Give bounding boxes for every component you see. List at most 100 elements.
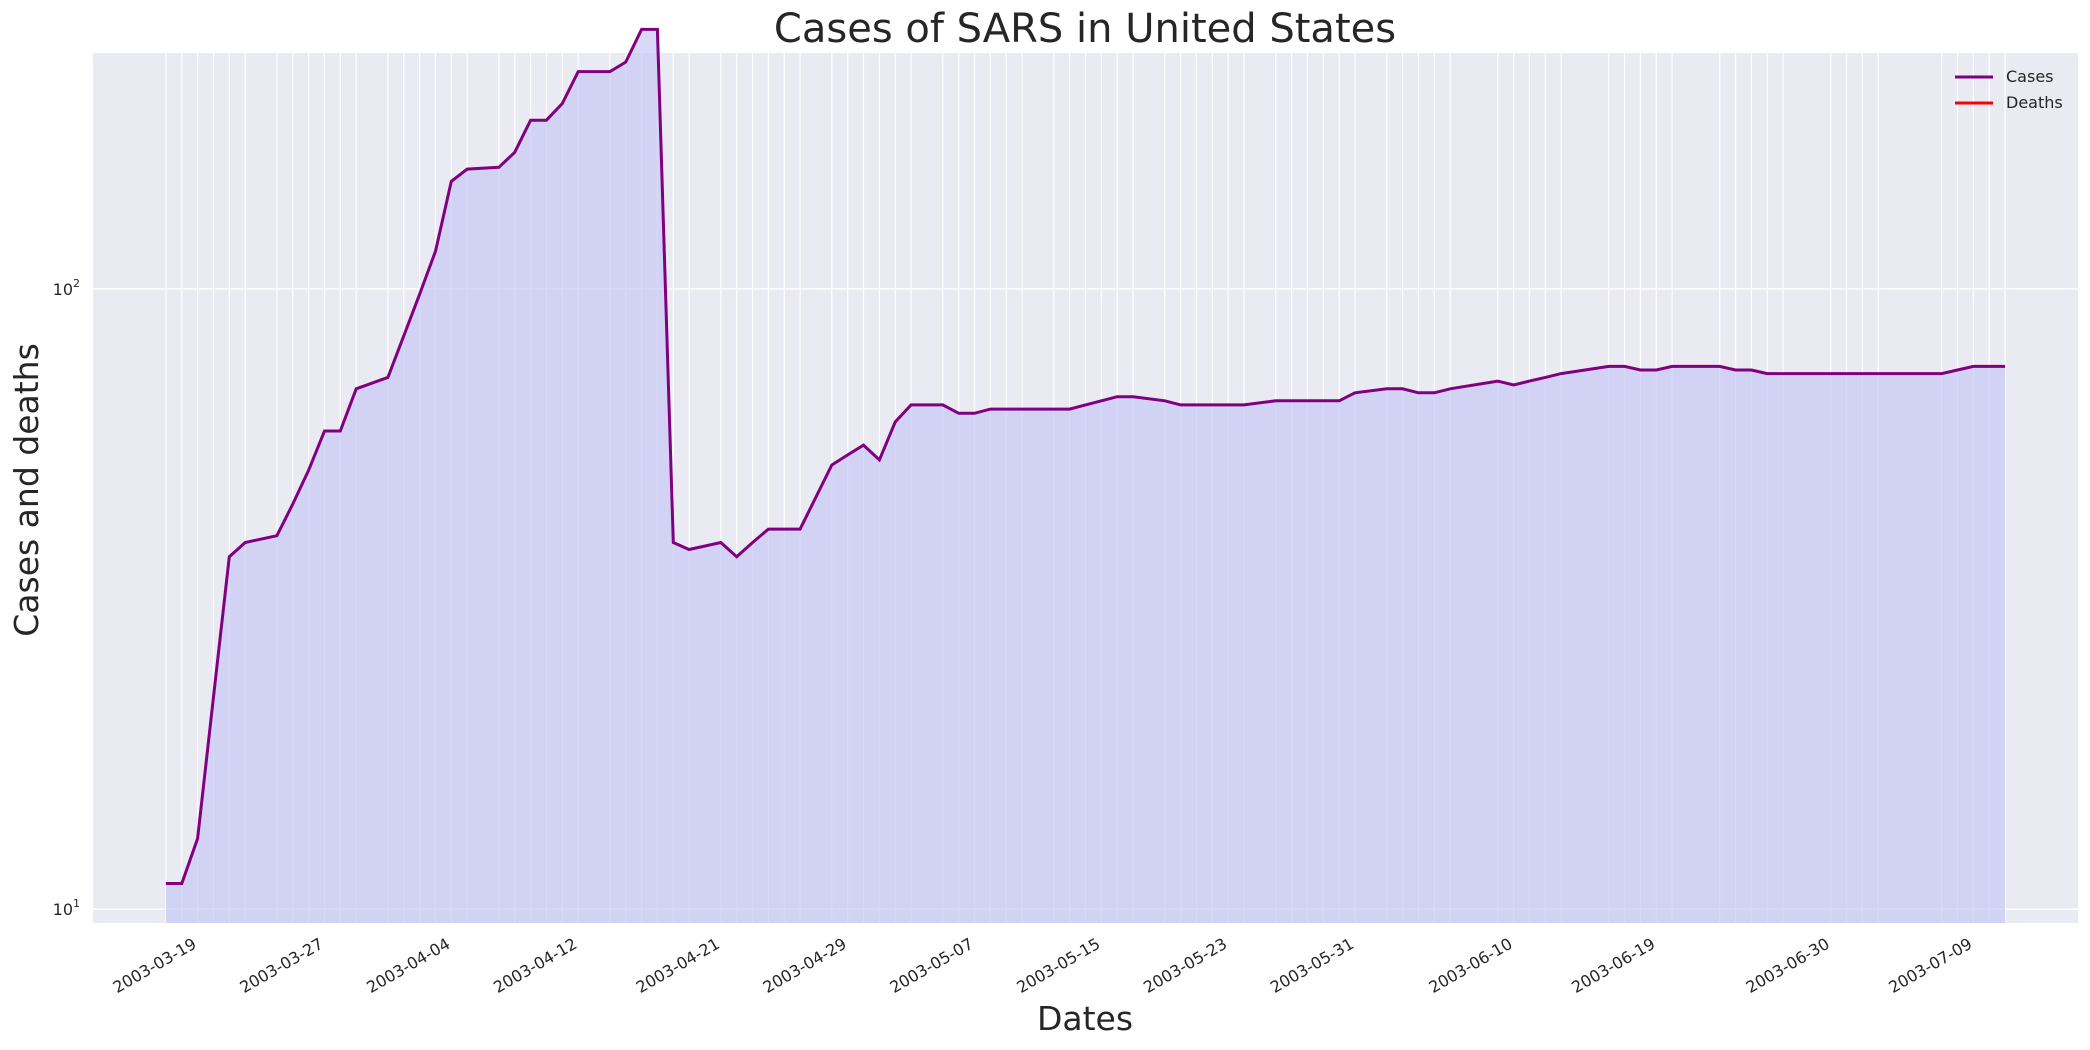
cases-point [180,882,183,885]
cases-point [164,882,167,885]
x-tick-label: 2003-04-29 [760,934,850,997]
x-tick-label: 2003-05-15 [1013,934,1103,997]
cases-point [1734,369,1737,372]
cases-point [1354,391,1357,394]
cases-point [688,548,691,551]
cases-point [1052,408,1055,411]
cases-point [1845,372,1848,375]
x-tick-label: 2003-04-21 [633,934,723,997]
cases-point [1877,372,1880,375]
cases-point [941,403,944,406]
cases-point [1100,399,1103,402]
cases-point [799,528,802,531]
cases-point [244,541,247,544]
cases-point [719,541,722,544]
x-tick-label: 2003-05-31 [1267,934,1357,997]
cases-point [1512,383,1515,386]
x-tick-label: 2003-05-23 [1140,934,1230,997]
cases-point [1988,365,1991,368]
cases-point [1195,403,1198,406]
cases-point [672,541,675,544]
cases-point [466,168,469,171]
cases-point [291,503,294,506]
cases-point [1306,399,1309,402]
cases-point [1607,365,1610,368]
cases-series-line [165,27,2006,885]
cases-point [1274,399,1277,402]
cases-point [1021,408,1024,411]
cases-point [1005,408,1008,411]
cases-point [1132,395,1135,398]
cases-point [228,555,231,558]
x-tick-label: 2003-06-10 [1426,934,1516,997]
cases-point [973,412,976,415]
x-axis-label: Dates [1037,999,1133,1038]
cases-point [545,119,548,122]
cases-point [1718,365,1721,368]
cases-point [1116,395,1119,398]
x-tick-label: 2003-06-30 [1743,934,1833,997]
cases-point [1972,365,1975,368]
cases-point [1544,376,1547,379]
x-tick-label: 2003-03-19 [110,934,200,997]
cases-point [1782,372,1785,375]
cases-point [577,70,580,73]
cases-point [957,412,960,415]
cases-point [402,334,405,337]
cases-point [1243,403,1246,406]
cases-point [275,534,278,537]
cases-point [1956,369,1959,372]
cases-point [450,180,453,183]
cases-point [1829,372,1832,375]
cases-point [1433,391,1436,394]
cases-point [1417,391,1420,394]
cases-point [624,61,627,64]
cases-point [767,528,770,531]
cases-point [355,387,358,390]
cases-point [1385,387,1388,390]
x-tick-label: 2003-04-12 [490,934,580,997]
cases-point [1227,403,1230,406]
cases-point [386,376,389,379]
cases-point [783,528,786,531]
cases-point [1623,365,1626,368]
cases-point [1068,408,1071,411]
y-tick-labels: 101 102 [53,277,80,919]
cases-point [830,464,833,467]
cases-point [910,403,913,406]
cases-point [656,28,659,31]
cases-point [339,430,342,433]
cases-point [751,541,754,544]
cases-point [1338,399,1341,402]
cases-point [735,555,738,558]
cases-fill-area [165,29,2006,923]
x-tick-labels: 2003-03-19 2003-03-27 2003-04-04 2003-04-12… [110,934,1976,997]
cases-point [561,102,564,105]
chart-title: Cases of SARS in United States [774,6,1396,52]
cases-point [513,151,516,154]
y-axis-label: Cases and deaths [7,343,46,637]
x-tick-label: 2003-03-27 [236,934,326,997]
cases-point [1163,399,1166,402]
cases-point [1560,372,1563,375]
cases-point [1084,403,1087,406]
cases-point [878,458,881,461]
x-tick-label: 2003-06-19 [1568,934,1658,997]
cases-point [608,70,611,73]
x-tick-label: 2003-07-09 [1885,934,1975,997]
cases-point [1449,387,1452,390]
cases-point [1861,372,1864,375]
cases-point [1766,372,1769,375]
cases-point [2004,365,2007,368]
x-tick-label: 2003-04-04 [363,934,453,997]
cases-point [989,408,992,411]
cases-point [1940,372,1943,375]
cases-point [640,28,643,31]
cases-point [323,430,326,433]
cases-point [196,837,199,840]
y-tick-label: 102 [53,277,80,299]
cases-point [1322,399,1325,402]
cases-point [1639,369,1642,372]
legend-cases-label: Cases [2006,67,2054,86]
cases-point [862,444,865,447]
